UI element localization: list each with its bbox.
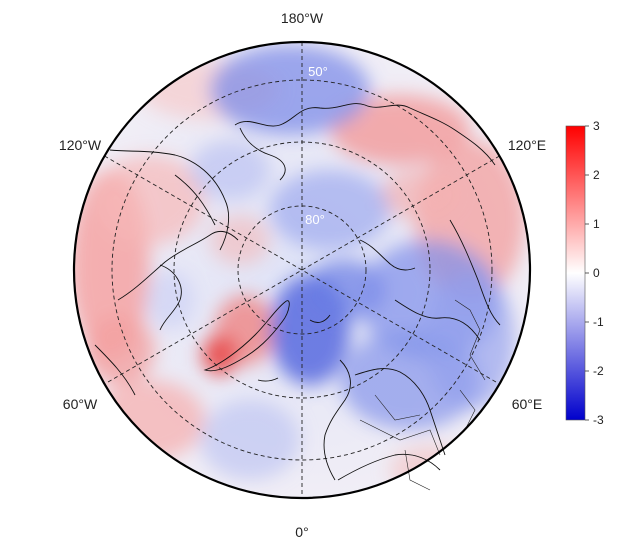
colorbar-tick-label: -3 <box>593 413 604 427</box>
country-borders <box>359 299 486 491</box>
longitude-label-bottom: 0° <box>295 524 308 540</box>
latitude-label-50: 50° <box>308 64 328 79</box>
colorbar-tick-label: 2 <box>593 168 600 182</box>
coastlines <box>94 103 501 481</box>
longitude-label-upper-right: 120°E <box>508 137 546 153</box>
colorbar-tick-label: -1 <box>593 315 604 329</box>
graticule <box>104 42 500 498</box>
colorbar-tick-label: 1 <box>593 217 600 231</box>
colorbar: 3 2 1 0 -1 -2 -3 <box>565 119 604 427</box>
colorbar-tick-label: -2 <box>593 364 604 378</box>
longitude-label-top: 180°W <box>281 10 324 26</box>
longitude-label-lower-left: 60°W <box>63 396 98 412</box>
map-boundary <box>72 40 532 500</box>
anomaly-field <box>74 42 530 498</box>
colorbar-tick-label: 3 <box>593 119 600 133</box>
colorbar-gradient <box>565 125 586 421</box>
colorbar-ticks: 3 2 1 0 -1 -2 -3 <box>585 119 604 427</box>
longitude-label-lower-right: 60°E <box>512 396 543 412</box>
longitude-label-upper-left: 120°W <box>59 137 102 153</box>
colorbar-tick-label: 0 <box>593 266 600 280</box>
latitude-label-80: 80° <box>305 212 325 227</box>
